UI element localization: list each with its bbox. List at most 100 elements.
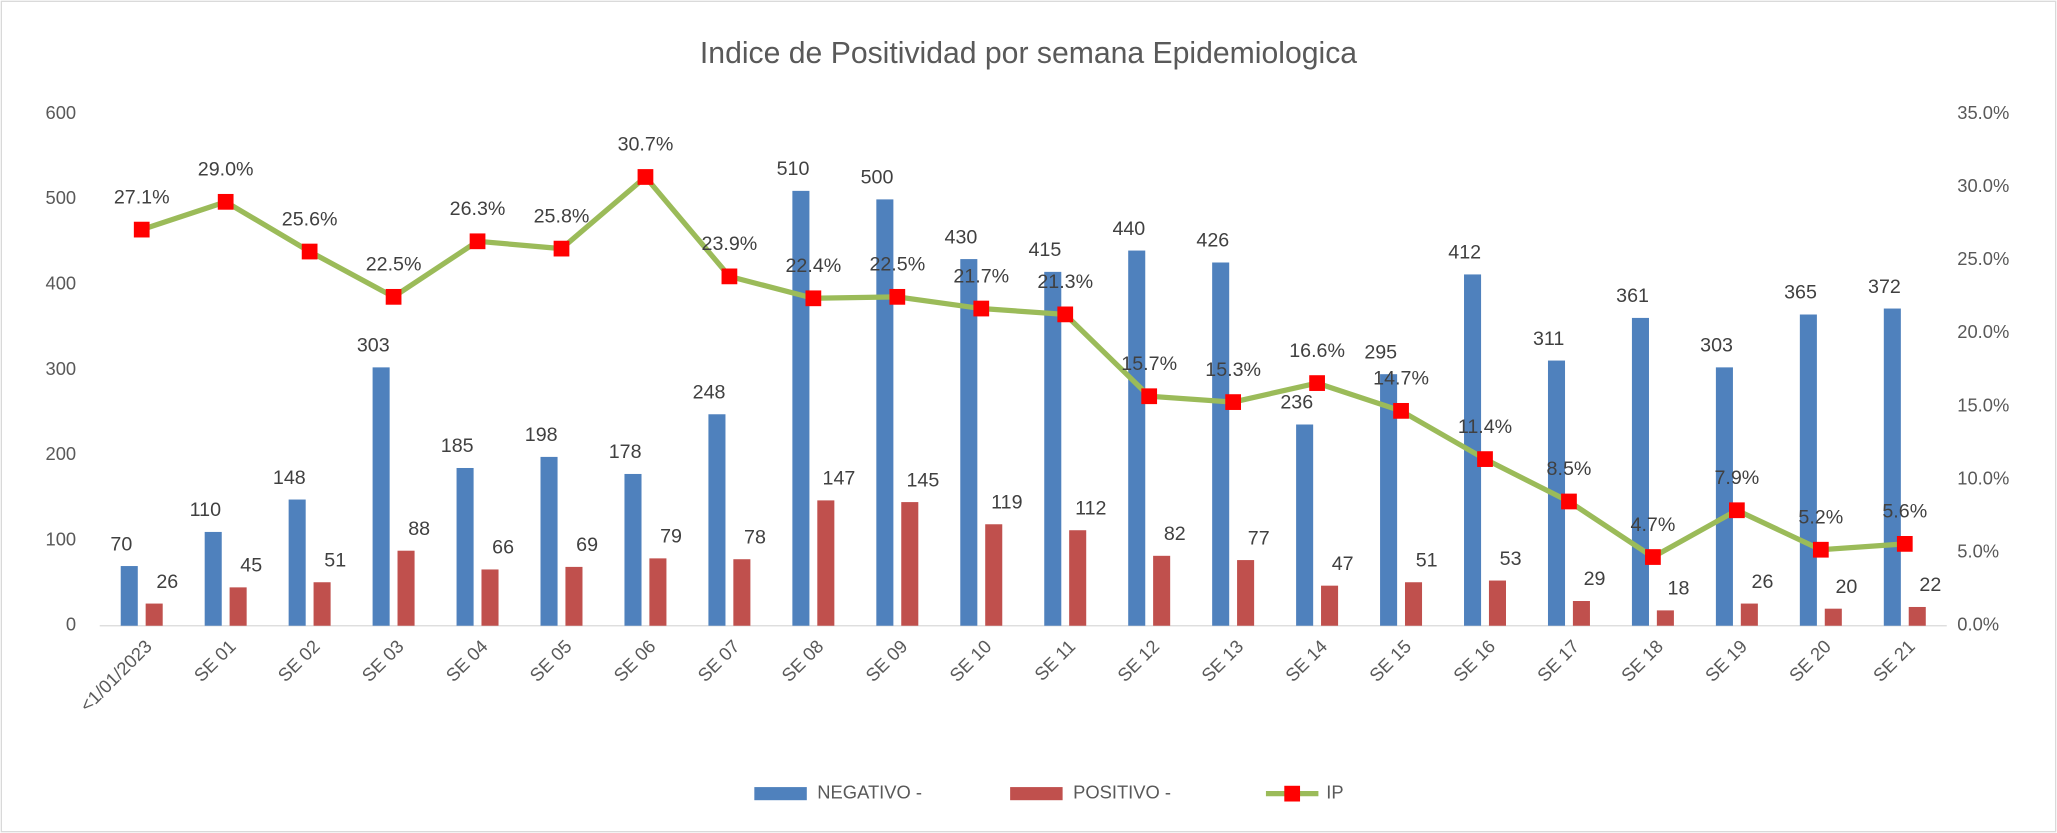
legend-label: POSITIVO - <box>1073 781 1171 802</box>
bar-value-label: 69 <box>576 534 598 556</box>
bar <box>1404 582 1423 626</box>
bar <box>540 456 558 626</box>
line-marker <box>217 193 234 210</box>
bar-value-label: 70 <box>110 533 132 555</box>
bar-value-label: 311 <box>1533 328 1564 350</box>
line-value-label: 27.1% <box>114 186 170 208</box>
line-marker <box>133 221 150 238</box>
legend-swatch <box>754 787 807 801</box>
chart-title: Indice de Positividad por semana Epidemi… <box>700 37 1357 70</box>
line-value-label: 22.5% <box>366 254 422 276</box>
line-marker <box>889 288 906 305</box>
line-marker <box>1309 375 1325 391</box>
bar-value-label: 47 <box>1332 553 1354 575</box>
legend-swatch <box>1010 787 1063 801</box>
line-value-label: 30.7% <box>618 134 674 156</box>
bar <box>313 582 331 626</box>
bar-value-label: 112 <box>1075 497 1106 519</box>
line-marker <box>1729 502 1745 519</box>
bar <box>1799 314 1817 626</box>
bar-value-label: 295 <box>1364 341 1397 363</box>
line-marker <box>1225 394 1242 410</box>
bar <box>1212 262 1230 626</box>
line-value-label: 16.6% <box>1289 340 1345 362</box>
bar-value-label: 372 <box>1868 276 1901 298</box>
line-value-label: 15.7% <box>1121 353 1177 375</box>
y-tick-label: 0 <box>66 614 76 635</box>
bar <box>145 603 163 626</box>
bar <box>1631 317 1649 626</box>
bar-value-label: 303 <box>357 335 390 357</box>
line-marker <box>1812 541 1829 558</box>
y-tick-label: 500 <box>45 187 76 208</box>
y-tick-label: 100 <box>45 528 76 549</box>
bar-value-label: 78 <box>744 526 766 548</box>
y-tick-label: 600 <box>45 102 76 123</box>
bar-value-label: 440 <box>1112 218 1145 240</box>
bar <box>733 559 751 626</box>
bar <box>1296 424 1314 626</box>
bar-value-label: 412 <box>1448 242 1481 264</box>
bar <box>1908 606 1926 626</box>
y2-tick-label: 20.0% <box>1957 321 2009 342</box>
bar-value-label: 178 <box>609 441 642 463</box>
bar-value-label: 119 <box>991 491 1022 513</box>
line-value-label: 25.6% <box>282 208 338 230</box>
bar-value-label: 29 <box>1584 568 1606 590</box>
bar-value-label: 248 <box>693 381 726 403</box>
line-value-label: 21.7% <box>953 265 1009 287</box>
bar-value-label: 365 <box>1784 282 1817 304</box>
line-marker <box>1141 388 1158 405</box>
line-value-label: 22.5% <box>869 254 925 276</box>
bar-value-label: 510 <box>777 158 810 180</box>
bar-value-label: 147 <box>823 468 856 490</box>
line-value-label: 25.8% <box>534 205 590 227</box>
line-marker <box>805 290 822 307</box>
bar-value-label: 361 <box>1616 285 1649 307</box>
line-value-label: 15.3% <box>1205 359 1261 381</box>
bar <box>1715 367 1733 626</box>
bar <box>1380 374 1398 626</box>
bar <box>229 587 247 626</box>
bar-value-label: 53 <box>1500 548 1522 570</box>
bar <box>456 467 474 626</box>
bar-value-label: 51 <box>324 549 346 571</box>
bar-value-label: 79 <box>660 526 682 548</box>
bar-value-label: 185 <box>441 435 474 457</box>
bar-value-label: 500 <box>861 167 894 189</box>
bar <box>649 558 667 626</box>
bar <box>1656 610 1674 626</box>
bar <box>624 473 642 626</box>
bar-value-label: 426 <box>1196 230 1229 252</box>
bar <box>1153 555 1171 626</box>
line-marker <box>385 288 402 305</box>
bar-value-label: 45 <box>240 555 262 577</box>
line-marker <box>1561 493 1577 510</box>
y-tick-label: 400 <box>45 273 76 294</box>
bar <box>792 190 810 626</box>
y2-tick-label: 15.0% <box>1957 394 2009 415</box>
bar <box>708 414 726 626</box>
line-marker <box>1645 549 1661 565</box>
bar <box>204 531 222 626</box>
bar <box>985 524 1003 626</box>
bar <box>1069 530 1087 626</box>
line-marker <box>721 268 738 285</box>
bar-value-label: 22 <box>1919 574 1941 596</box>
line-value-label: 21.3% <box>1037 271 1093 293</box>
bar <box>876 199 894 626</box>
y2-tick-label: 30.0% <box>1957 175 2009 196</box>
bar-value-label: 77 <box>1248 527 1270 549</box>
line-value-label: 29.0% <box>198 159 254 181</box>
line <box>140 173 1905 561</box>
line-value-label: 5.2% <box>1798 506 1843 528</box>
bar <box>397 550 415 626</box>
bar-value-label: 26 <box>156 571 178 593</box>
y2-tick-label: 10.0% <box>1957 467 2009 488</box>
bar <box>372 367 390 626</box>
bar-value-label: 66 <box>492 537 514 559</box>
bar-value-label: 198 <box>525 424 558 446</box>
line-marker <box>1393 402 1409 419</box>
line-value-label: 11.4% <box>1458 416 1512 438</box>
